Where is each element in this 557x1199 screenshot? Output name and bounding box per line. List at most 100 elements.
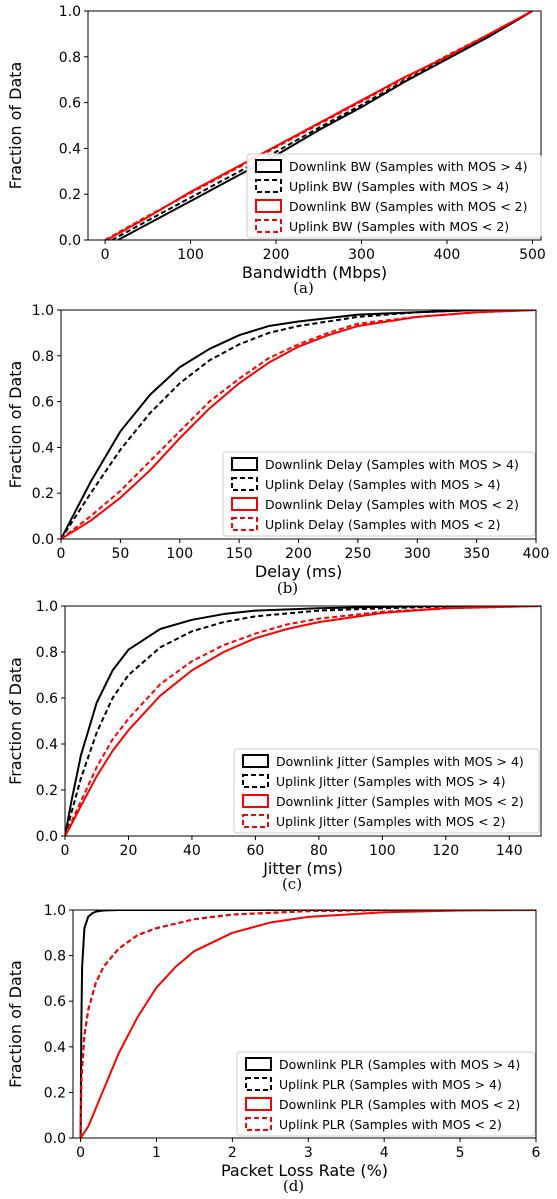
legend-entry-label: Downlink BW (Samples with MOS < 2): [289, 199, 528, 214]
x-tick-label: 100: [166, 546, 193, 562]
x-tick-label: 140: [496, 843, 523, 859]
chart-panel-1: 0 100 200 300 400 500 0.0 0.2 0.4 0.6 0.8 1.0 Bandwi…: [6, 4, 546, 297]
y-tick-label: 1.0: [59, 4, 81, 20]
legend-box: [246, 153, 542, 239]
x-tick-label: 0: [101, 247, 110, 263]
series-line-3: [79, 910, 536, 1138]
legend-entry-label: Downlink Jitter (Samples with MOS < 2): [276, 794, 524, 809]
legend-swatch: [255, 219, 282, 233]
series-line-3: [61, 310, 536, 539]
x-tick-label: 300: [348, 247, 375, 263]
series-line-4: [61, 310, 536, 539]
legend-swatch: [255, 159, 282, 173]
y-tick-label: 0.6: [59, 96, 81, 112]
y-tick-label: 0.0: [36, 829, 58, 845]
legend-swatch: [231, 457, 258, 471]
x-tick-label: 300: [404, 546, 431, 562]
legend-swatch: [255, 199, 282, 213]
series-line-3: [65, 606, 541, 836]
x-tick-label: 250: [345, 546, 372, 562]
legend-swatch: [242, 774, 269, 788]
legend-entry-label: Downlink Delay (Samples with MOS < 2): [265, 497, 519, 512]
y-tick-label: 0.8: [44, 949, 66, 965]
legend-swatch: [242, 814, 269, 828]
x-tick-label: 4: [380, 1145, 389, 1161]
x-tick-label: 2: [228, 1145, 237, 1161]
x-tick-label: 400: [434, 247, 461, 263]
legend-box: [222, 451, 536, 537]
x-axis-label: Delay (ms): [255, 562, 342, 581]
x-axis-label: Jitter (ms): [262, 859, 343, 878]
y-tick-label: 0.6: [36, 691, 58, 707]
x-tick-label: 150: [226, 546, 253, 562]
x-tick-label: 6: [532, 1145, 541, 1161]
legend: Downlink BW (Samples with MOS > 4) Uplink…: [246, 153, 542, 239]
series-line-2: [111, 11, 533, 240]
y-tick-label: 0.8: [36, 645, 58, 661]
y-tick-label: 0.4: [32, 440, 54, 456]
legend-entry-label: Uplink PLR (Samples with MOS > 4): [279, 1077, 502, 1092]
x-tick-label: 40: [183, 843, 201, 859]
y-tick-label: 1.0: [44, 903, 66, 919]
panel-caption: (b): [277, 579, 298, 597]
legend: Downlink PLR (Samples with MOS > 4) Uplin…: [236, 1051, 536, 1137]
legend-swatch: [255, 179, 282, 193]
x-tick-label: 0: [76, 1145, 85, 1161]
y-axis-label: Fraction of Data: [6, 657, 25, 785]
legend-swatch: [245, 1057, 272, 1071]
series-line-1: [65, 606, 541, 836]
legend-entry-label: Uplink Jitter (Samples with MOS > 4): [276, 774, 505, 789]
legend-entry-label: Uplink Delay (Samples with MOS < 2): [265, 517, 501, 532]
x-tick-label: 500: [519, 247, 546, 263]
legend-swatch: [245, 1077, 272, 1091]
legend-entry-label: Uplink BW (Samples with MOS < 2): [289, 219, 509, 234]
legend-entry-label: Uplink Delay (Samples with MOS > 4): [265, 477, 501, 492]
legend-swatch: [231, 477, 258, 491]
series-line-2: [61, 310, 536, 539]
x-tick-label: 60: [246, 843, 264, 859]
legend-box: [233, 748, 540, 834]
chart-panel-4: 0 1 2 3 4 5 6 0.0 0.2 0.4 0.6 0.8 1.0 Packet Loss Rat…: [6, 903, 541, 1195]
y-tick-label: 0.4: [44, 1040, 66, 1056]
x-axis-label: Packet Loss Rate (%): [221, 1161, 388, 1180]
series-line-4: [79, 910, 536, 1138]
x-tick-label: 5: [456, 1145, 465, 1161]
chart-panel-3: 0 20 40 60 80 100 120 140 0.0 0.2 0.4 0.6 0.8 1.0 Jitt…: [6, 599, 542, 893]
legend-swatch: [242, 794, 269, 808]
y-tick-label: 0.2: [44, 1085, 66, 1101]
y-tick-label: 0.2: [36, 783, 58, 799]
legend-swatch: [242, 754, 269, 768]
y-tick-label: 1.0: [36, 599, 58, 615]
y-tick-label: 0.4: [36, 737, 58, 753]
plot-frame: [87, 10, 542, 241]
x-tick-label: 20: [120, 843, 138, 859]
x-tick-label: 400: [523, 546, 550, 562]
plot-frame: [72, 909, 537, 1139]
x-tick-label: 100: [177, 247, 204, 263]
legend-swatch: [231, 497, 258, 511]
y-tick-label: 1.0: [32, 303, 54, 319]
y-tick-label: 0.2: [59, 187, 81, 203]
series-line-4: [65, 606, 541, 836]
panel-caption: (c): [282, 875, 302, 893]
y-axis-label: Fraction of Data: [6, 361, 25, 489]
x-tick-label: 100: [369, 843, 396, 859]
x-tick-label: 200: [285, 546, 312, 562]
panel-caption: (d): [283, 1177, 304, 1195]
x-tick-label: 3: [304, 1145, 313, 1161]
series-line-1: [79, 910, 536, 1138]
legend-entry-label: Downlink Delay (Samples with MOS > 4): [265, 457, 519, 472]
legend-entry-label: Downlink PLR (Samples with MOS > 4): [279, 1057, 520, 1072]
legend-box: [236, 1051, 536, 1137]
legend: Downlink Delay (Samples with MOS > 4) Upl…: [222, 451, 536, 537]
x-axis-label: Bandwidth (Mbps): [242, 263, 387, 282]
y-axis-label: Fraction of Data: [6, 960, 25, 1088]
y-tick-label: 0.8: [59, 50, 81, 66]
x-tick-label: 50: [111, 546, 129, 562]
panel-caption: (a): [293, 279, 314, 297]
y-tick-label: 0.0: [59, 233, 81, 249]
y-tick-label: 0.0: [44, 1131, 66, 1147]
legend-entry-label: Downlink PLR (Samples with MOS < 2): [279, 1097, 520, 1112]
x-tick-label: 120: [432, 843, 459, 859]
